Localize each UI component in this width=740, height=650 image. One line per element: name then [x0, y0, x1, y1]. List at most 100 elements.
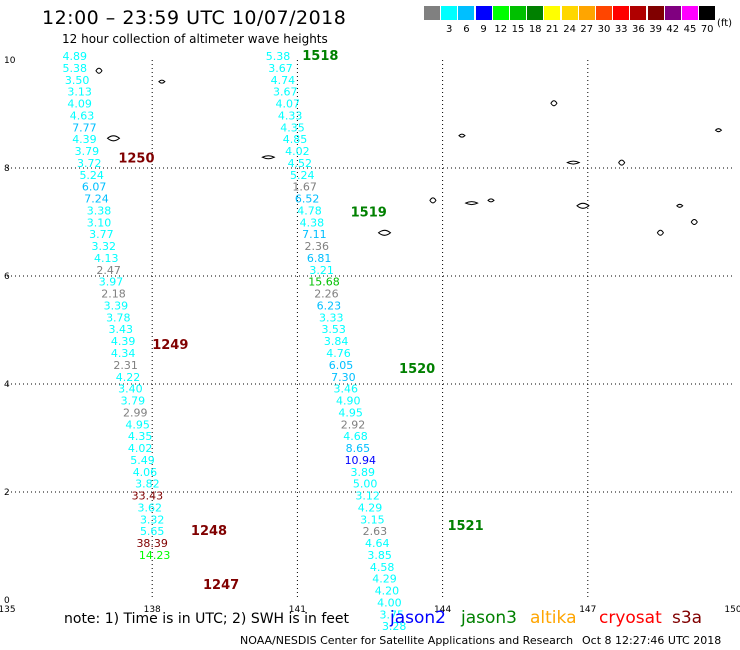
legend-label: 27: [580, 24, 594, 35]
wave-height-value: 4.78: [297, 204, 322, 217]
wave-height-value: 7.24: [84, 193, 109, 206]
island-outline: [106, 135, 121, 142]
track-time-label: 1518: [302, 49, 338, 64]
legend-label: 39: [649, 24, 662, 35]
island-outline: [158, 79, 166, 84]
legend-swatch: [561, 6, 578, 20]
island-outline: [550, 100, 558, 107]
lon-tick-label: 150: [724, 605, 740, 615]
wave-height-value: 4.63: [70, 109, 95, 122]
wave-height-value: 4.00: [377, 596, 402, 609]
wave-height-value: 2.63: [363, 525, 388, 538]
legend-swatch: [492, 6, 509, 20]
wave-height-value: 3.67: [268, 62, 293, 75]
island-outline: [429, 197, 437, 204]
track-time-label: 1248: [191, 524, 227, 539]
wave-height-value: 4.29: [372, 573, 397, 586]
wave-height-value: 4.74: [271, 74, 296, 87]
wave-height-value: 6.07: [82, 181, 107, 194]
wave-height-value: 2.99: [123, 406, 148, 419]
legend-label: 36: [632, 24, 645, 35]
wave-height-value: 2.36: [305, 240, 330, 253]
wave-height-value: 3.32: [92, 240, 117, 253]
wave-height-value: 1.67: [292, 181, 317, 194]
wave-height-value: 8.65: [346, 442, 371, 455]
legend-label: 30: [597, 24, 611, 35]
legend-swatch: [527, 6, 544, 20]
wave-height-value: 3.13: [67, 86, 92, 99]
wave-height-value: 3.28: [382, 620, 407, 633]
legend-label: 33: [614, 24, 628, 35]
legend-swatch: [424, 6, 440, 20]
wave-height-value: 3.84: [324, 335, 349, 348]
lat-tick-label: 6: [4, 272, 10, 282]
track-time-label: 1247: [203, 578, 239, 593]
wave-height-value: 4.76: [326, 347, 351, 360]
wave-height-value: 3.33: [319, 311, 344, 324]
legend-label: 70: [700, 24, 714, 35]
wave-height-value: 5.24: [290, 169, 315, 182]
wave-height-value: 4.33: [278, 109, 303, 122]
island-outline: [690, 219, 698, 225]
wave-height-value: 3.67: [273, 86, 298, 99]
wave-height-value: 6.23: [317, 299, 342, 312]
wave-height-value: 4.95: [338, 406, 363, 419]
wave-height-value: 3.21: [309, 264, 334, 277]
legend-label: 9: [480, 24, 487, 35]
wave-height-value: 3.79: [75, 145, 100, 158]
island-outline: [676, 203, 684, 208]
track-time-label: 1521: [447, 519, 483, 534]
track-time-label: 1519: [351, 206, 387, 221]
island-outline: [95, 67, 103, 74]
lon-tick-label: 147: [579, 605, 596, 615]
generation-time: Oct 8 12:27:46 UTC 2018: [582, 634, 722, 647]
wave-height-value: 4.34: [111, 347, 136, 360]
legend-swatch: [578, 6, 595, 20]
lat-tick-label: 2: [4, 488, 10, 498]
island-outline: [566, 160, 581, 165]
wave-height-value: 3.97: [99, 276, 124, 289]
wave-height-value: 14.23: [139, 549, 171, 562]
satellite-cryosat: cryosat: [599, 608, 662, 628]
wave-height-value: 15.68: [308, 276, 340, 289]
legend-swatch: [613, 6, 630, 20]
legend-label: 24: [563, 24, 576, 35]
wave-height-value: 4.64: [365, 537, 390, 550]
legend-swatch: [682, 6, 698, 20]
credit-line: NOAA/NESDIS Center for Satellite Applica…: [240, 634, 574, 647]
wave-height-value: 2.92: [341, 418, 366, 431]
lon-tick-label: 141: [289, 605, 306, 615]
wave-height-value: 4.85: [283, 133, 308, 146]
wave-height-value: 4.89: [63, 50, 88, 63]
wave-height-value: 10.94: [345, 454, 377, 467]
track-time-label: 1250: [118, 152, 154, 167]
lat-tick-label: 4: [4, 380, 10, 390]
wave-height-value: 3.53: [321, 323, 346, 336]
legend-swatch: [664, 6, 681, 20]
wave-height-value: 4.13: [94, 252, 119, 265]
wave-height-value: 4.09: [67, 98, 92, 111]
legend-swatch: [441, 6, 458, 20]
wave-height-value: 6.05: [329, 359, 354, 372]
legend-swatch: [458, 6, 475, 20]
wave-height-value: 3.12: [355, 490, 380, 503]
wave-height-value: 7.77: [72, 121, 97, 134]
legend-swatch: [475, 6, 492, 20]
satellite-s3a: s3a: [672, 608, 703, 628]
wave-height-value: 4.29: [358, 501, 383, 514]
legend-label: 45: [683, 24, 697, 35]
wave-height-value: 4.90: [336, 395, 361, 408]
wave-height-value: 4.38: [300, 216, 325, 229]
legend-label: 18: [528, 24, 542, 35]
lon-tick-label: 144: [434, 605, 451, 615]
legend-swatch: [647, 6, 664, 20]
lat-tick-label: 8: [4, 164, 10, 174]
wave-height-value: 4.52: [288, 157, 313, 170]
satellite-jason3: jason3: [461, 608, 517, 628]
wave-height-value: 3.85: [367, 549, 392, 562]
legend-label: 3: [446, 24, 453, 35]
wave-height-value: 4.95: [125, 418, 150, 431]
chart-subtitle: 12 hour collection of altimeter wave hei…: [62, 32, 328, 46]
wave-height-value: 3.43: [108, 323, 133, 336]
